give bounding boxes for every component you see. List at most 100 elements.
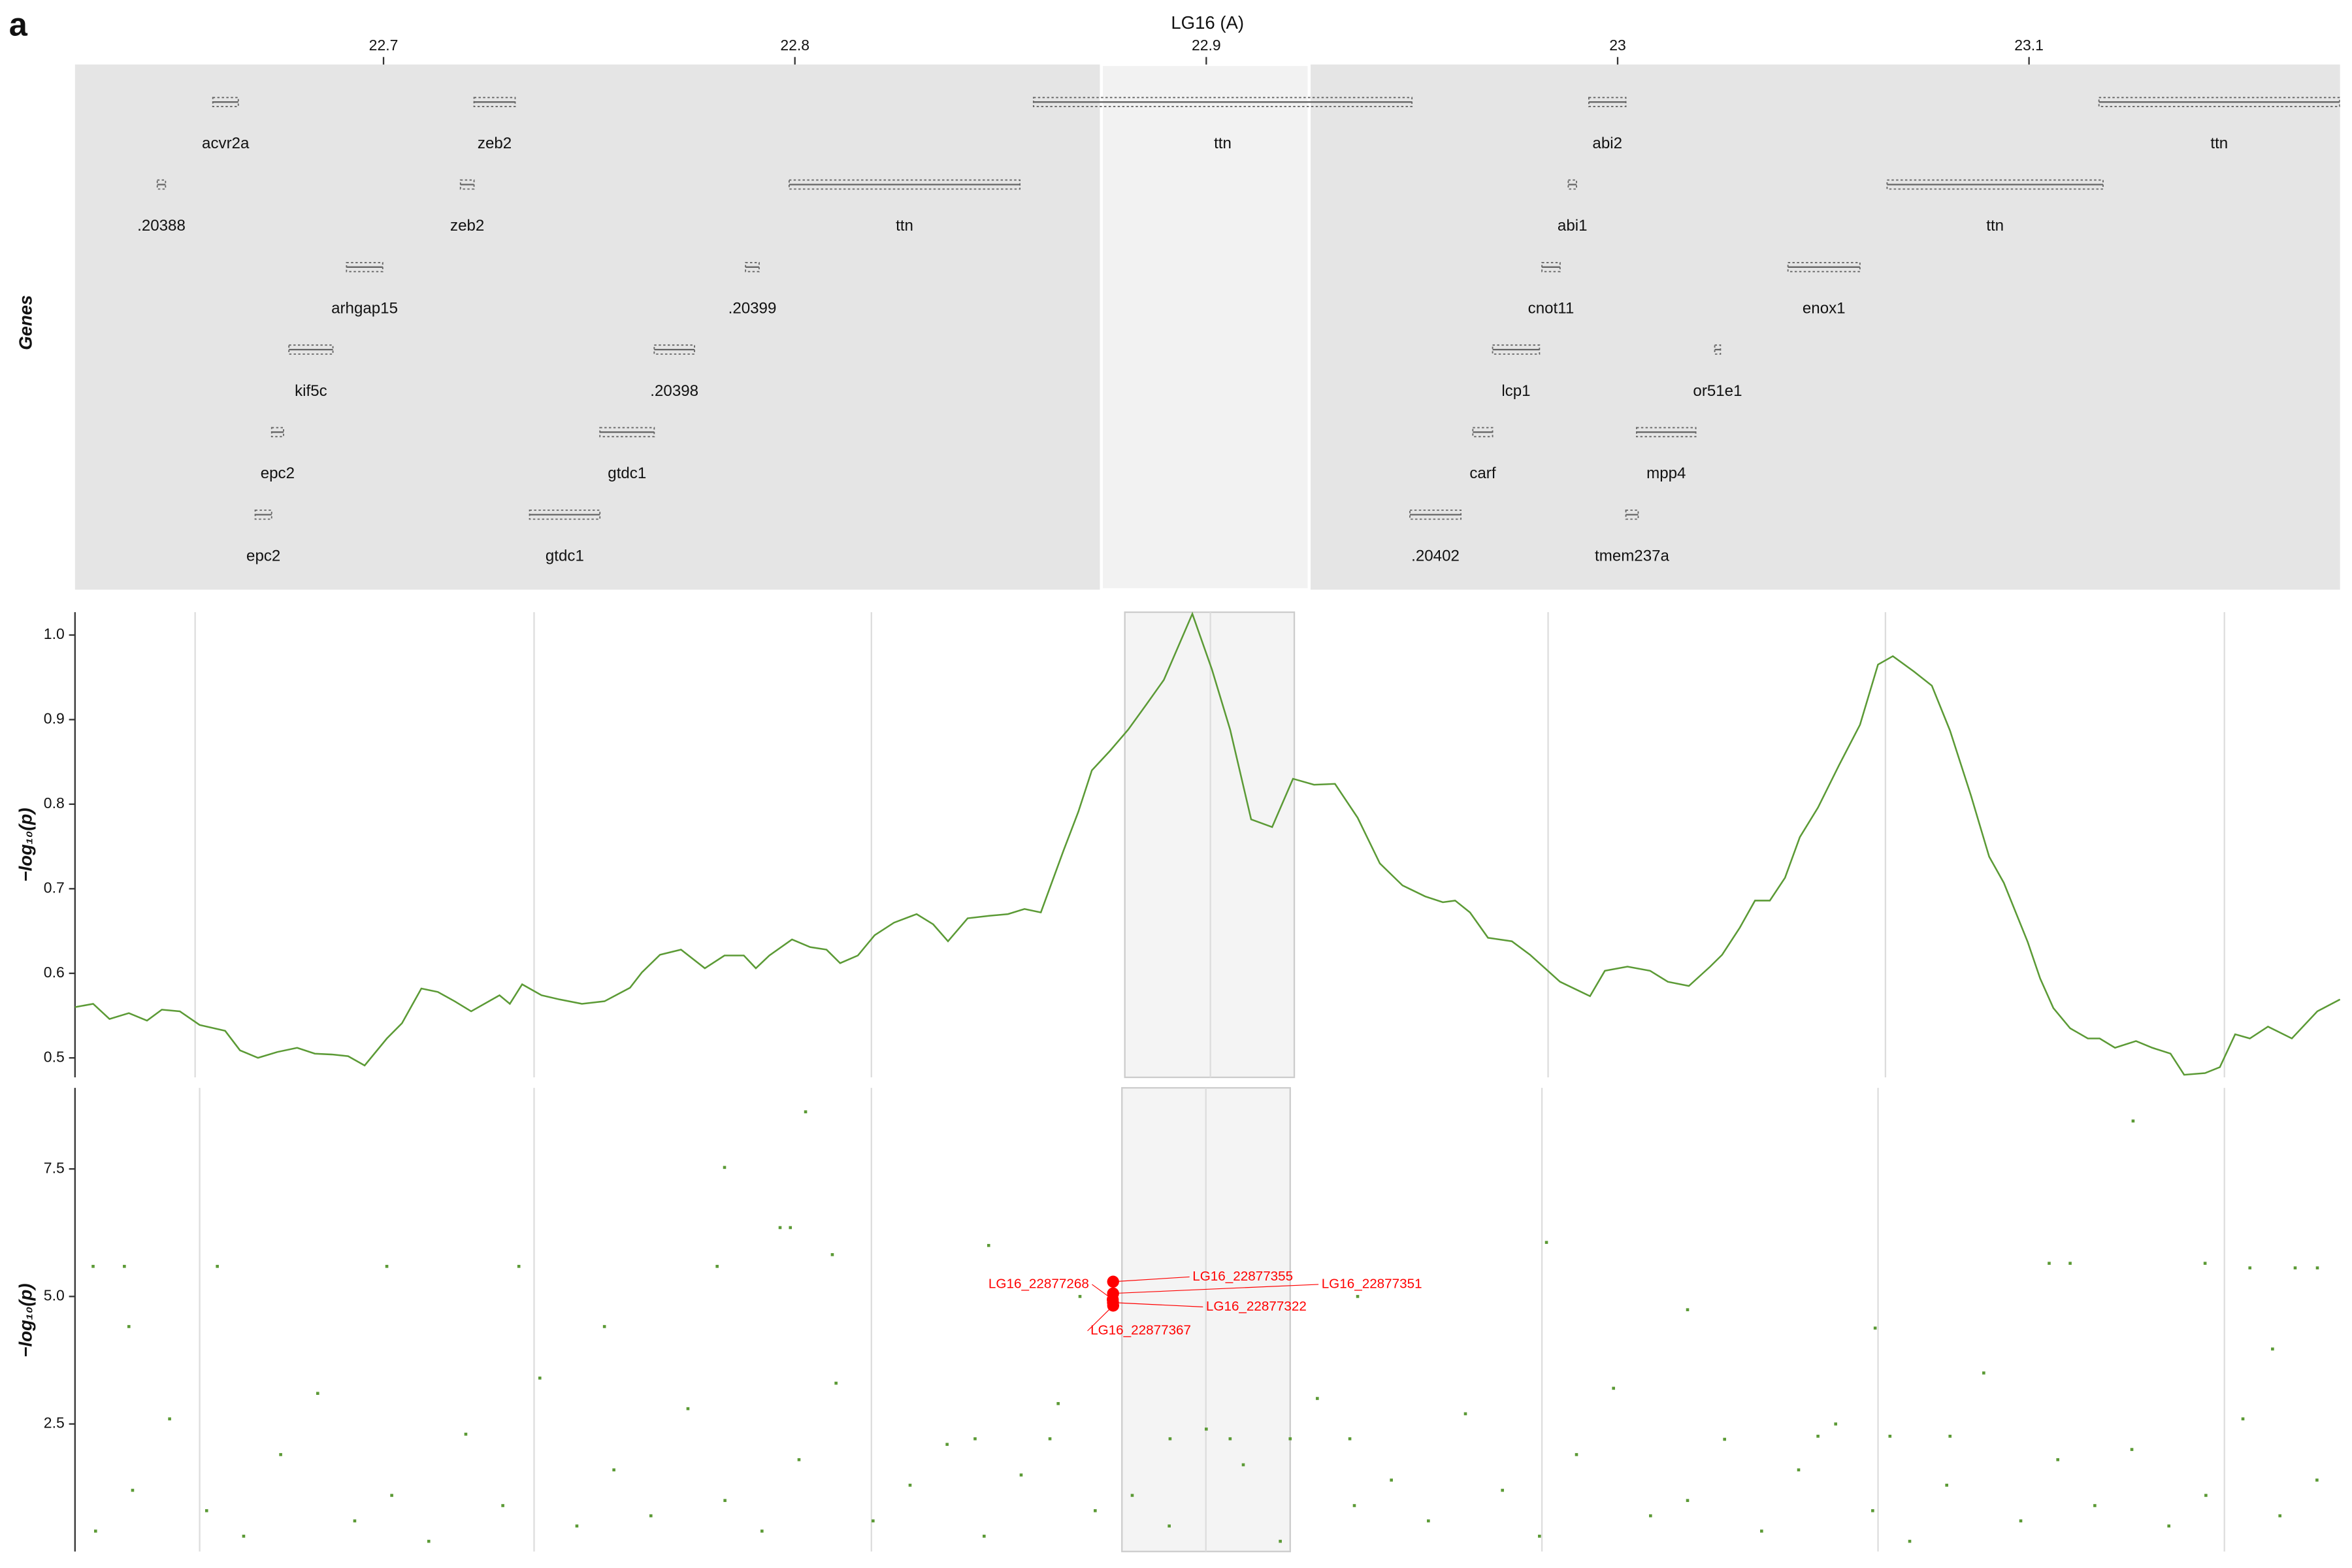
gene-label: epc2 [261,465,295,482]
point-label: LG16_22877351 [1322,1276,1422,1291]
gene-label: abi1 [1558,217,1588,235]
y-axis-title: −log₁₀(p) [16,808,36,881]
point-label: LG16_22877367 [1090,1323,1191,1338]
point [1686,1499,1690,1502]
point [390,1494,393,1497]
point [1948,1434,1952,1438]
x-tick-label: 23 [1609,37,1626,54]
point [1501,1488,1504,1492]
point [1056,1402,1060,1405]
point [131,1488,135,1492]
point [1871,1509,1874,1512]
point [1538,1535,1541,1538]
point [1048,1437,1052,1441]
point [2315,1266,2319,1269]
point [2167,1524,2170,1527]
point [1228,1437,1232,1441]
point [1723,1437,1726,1441]
point [760,1529,764,1533]
point [973,1437,977,1441]
point [983,1535,986,1538]
y-tick-label: 1.0 [44,625,65,642]
y-tick-label: 2.5 [44,1414,65,1431]
gene-label: acvr2a [202,135,250,152]
gene-label: .20402 [1411,547,1460,564]
point [2130,1448,2134,1451]
point [2068,1262,2072,1265]
point [1205,1428,1208,1431]
point [723,1166,727,1169]
point [464,1432,468,1436]
y-tick-label: 0.8 [44,794,65,811]
point [123,1265,126,1268]
point [204,1509,208,1512]
point [1908,1539,1912,1543]
point [1575,1453,1578,1456]
point [538,1376,542,1380]
point [385,1265,389,1268]
gene-label: zeb2 [450,217,484,235]
point [427,1539,431,1543]
point [1078,1295,1082,1298]
gene-label: enox1 [1803,299,1846,317]
point [1982,1371,1985,1375]
point [2278,1514,2282,1518]
point [91,1265,95,1268]
point [1797,1468,1801,1472]
point [723,1499,727,1502]
point [1130,1494,1134,1497]
point [1019,1473,1023,1477]
highlight-region [1124,611,1296,1079]
point [686,1407,690,1411]
highlighted-point [1107,1299,1120,1312]
gene-label: or51e1 [1693,382,1742,400]
gene-label: ttn [896,217,913,235]
gene-label: zeb2 [478,135,512,152]
point [987,1244,990,1247]
point [797,1458,801,1462]
point [612,1468,615,1472]
point [2019,1519,2023,1523]
point [1873,1326,1877,1330]
point [945,1443,949,1446]
y-tick-label: 0.5 [44,1048,65,1065]
point [1888,1434,1892,1438]
point [1649,1514,1652,1518]
y-tick-label: 0.9 [44,710,65,727]
x-axis-title: LG16 (A) [1171,12,1244,33]
x-tick-label: 22.9 [1192,37,1221,54]
point [2204,1494,2208,1497]
point [216,1265,219,1268]
gene-label: .20398 [650,382,698,400]
gene-label: cnot11 [1528,299,1575,317]
gene-label: lcp1 [1501,382,1530,400]
point [908,1483,912,1487]
gene-label: ttn [1214,135,1232,152]
x-tick-label: 22.7 [369,37,399,54]
label-leader [1113,1276,1190,1282]
y-axis-title: Genes [16,295,36,350]
label-leader [1087,1305,1114,1331]
label-leader [1113,1302,1203,1307]
point [778,1226,782,1230]
point [2248,1266,2252,1269]
gene-label: .20388 [137,217,186,235]
gene-label: gtdc1 [546,547,584,564]
point [93,1529,97,1533]
point [1241,1463,1245,1467]
point [789,1226,792,1230]
gene-label: tmem237a [1595,547,1669,564]
point [1356,1295,1360,1298]
point-label: LG16_22877355 [1192,1269,1293,1284]
point-label: LG16_22877268 [988,1276,1089,1291]
gene-body [1472,427,1494,438]
gene-label: arhgap15 [331,299,398,317]
gene-label: ttn [2210,135,2228,152]
y-tick-label: 7.5 [44,1159,65,1176]
point [2293,1266,2297,1269]
point [1348,1437,1352,1441]
point [602,1325,606,1328]
point [575,1524,579,1527]
gene-label: kif5c [295,382,327,400]
